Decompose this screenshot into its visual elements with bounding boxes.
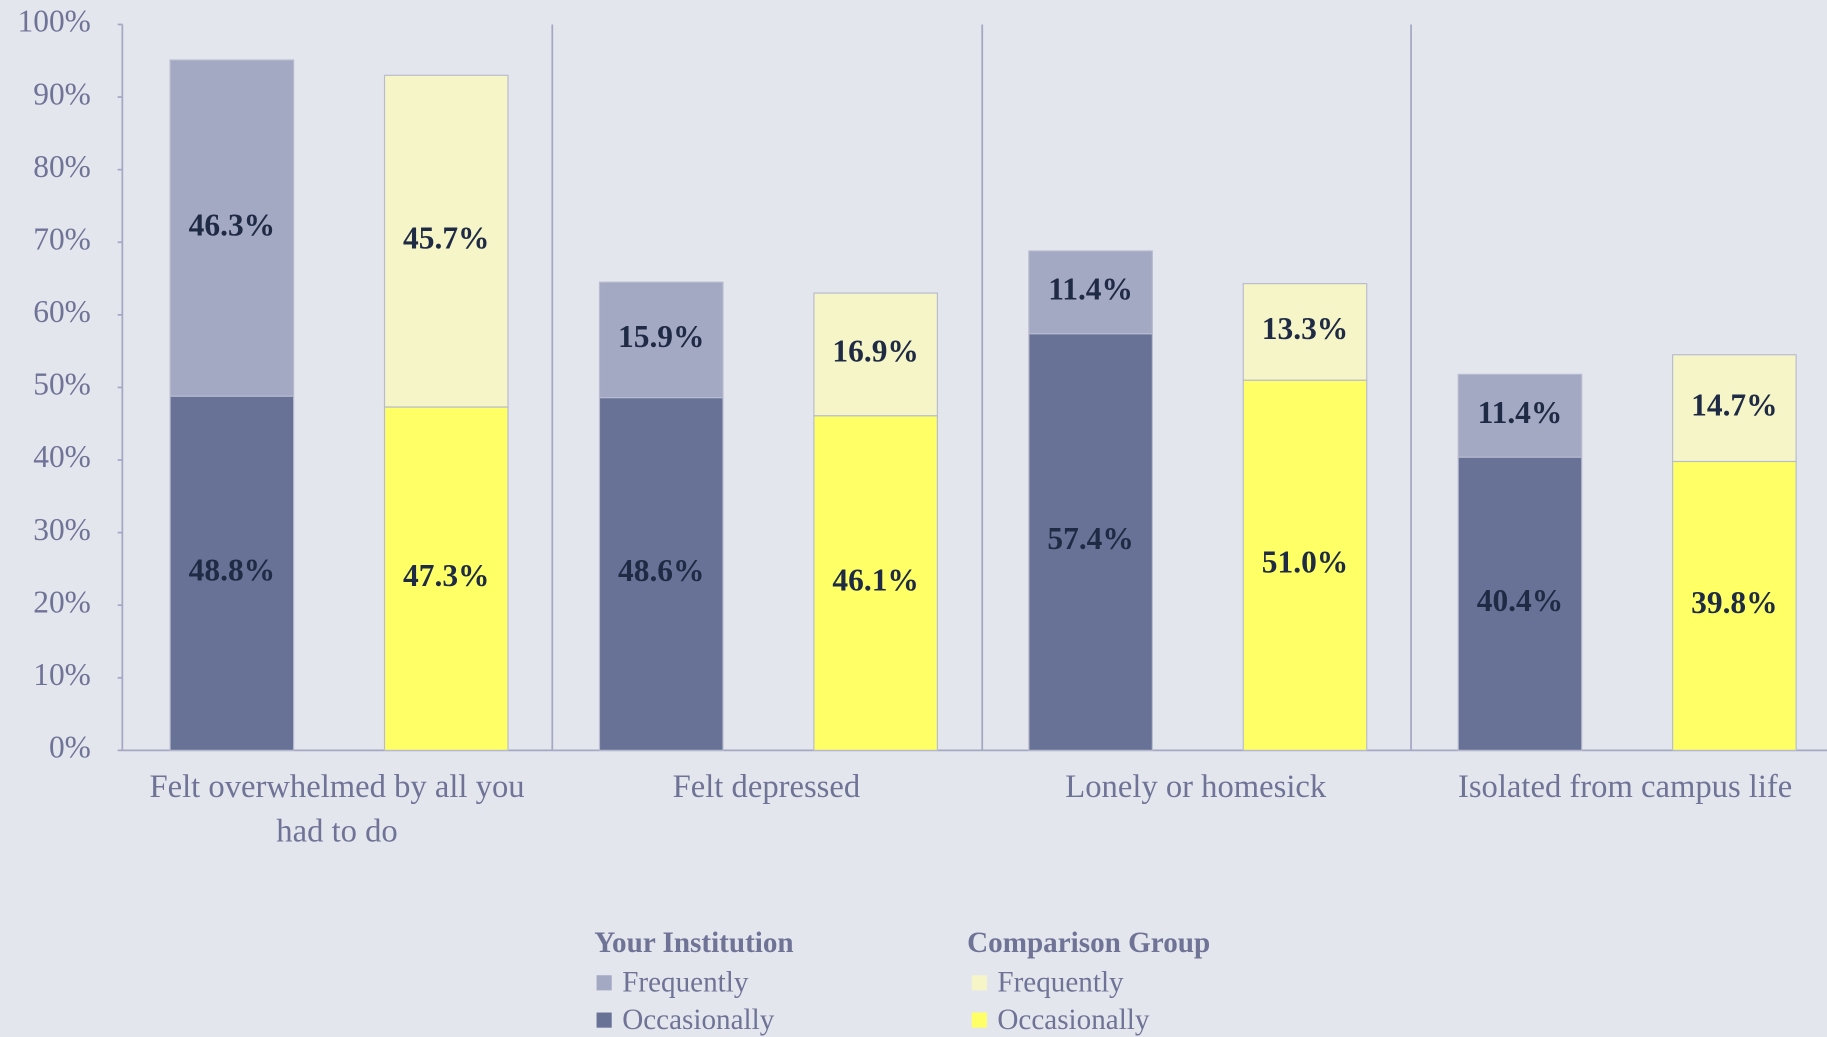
bar-segment xyxy=(598,396,724,751)
y-tick-label: 80% xyxy=(33,149,91,184)
legend-item: Frequently xyxy=(971,967,1124,1000)
data-label: 11.4% xyxy=(1048,272,1133,307)
data-label: 40.4% xyxy=(1477,583,1563,618)
data-label: 39.8% xyxy=(1691,585,1777,620)
y-tick-label: 40% xyxy=(33,439,91,474)
bar-segment xyxy=(1672,354,1797,463)
legend-label: Occasionally xyxy=(622,1004,775,1036)
bar-segment xyxy=(1457,456,1583,751)
legend-item: Occasionally xyxy=(596,1004,775,1037)
legend-swatch xyxy=(971,1012,987,1028)
legend-title: Comparison Group xyxy=(967,927,1211,959)
bar-segment xyxy=(1242,283,1368,381)
data-label: 45.7% xyxy=(403,220,489,255)
x-tick-label: Lonely or homesick xyxy=(1065,769,1327,806)
legend-item: Frequently xyxy=(596,967,749,1000)
data-label: 14.7% xyxy=(1691,387,1777,422)
data-label: 57.4% xyxy=(1047,521,1133,556)
data-label: 48.6% xyxy=(618,553,704,588)
legend-label: Occasionally xyxy=(997,1004,1150,1036)
bar-segment xyxy=(1457,373,1583,458)
bar-segment xyxy=(169,395,295,751)
legend-label: Frequently xyxy=(622,967,749,999)
data-label: 15.9% xyxy=(618,319,704,354)
data-label: 51.0% xyxy=(1262,544,1348,579)
y-tick-label: 0% xyxy=(49,730,91,765)
bar-segment xyxy=(169,59,295,397)
y-tick-label: 10% xyxy=(33,657,91,692)
legend-swatch xyxy=(596,975,612,991)
legend-item: Occasionally xyxy=(971,1004,1150,1037)
y-tick-label: 50% xyxy=(33,367,91,402)
bar-segment xyxy=(813,415,938,751)
x-tick-label: Isolated from campus life xyxy=(1457,769,1793,806)
bar-segment xyxy=(383,406,509,751)
bar-segment xyxy=(1028,333,1153,751)
legend-swatch xyxy=(596,1012,612,1028)
bar-segment xyxy=(1242,379,1368,751)
bar-segment xyxy=(1028,250,1153,335)
legend-swatch xyxy=(971,975,987,991)
y-tick-label: 60% xyxy=(33,294,91,329)
y-tick-label: 90% xyxy=(33,76,91,111)
y-tick-label: 20% xyxy=(33,584,91,619)
y-tick-label: 70% xyxy=(33,221,91,256)
data-label: 11.4% xyxy=(1478,395,1563,430)
bar-segment xyxy=(383,74,509,408)
bar-segment xyxy=(1672,460,1797,751)
legend-title: Your Institution xyxy=(594,927,794,959)
data-label: 46.1% xyxy=(832,562,918,597)
bar-segment xyxy=(598,281,724,399)
data-label: 13.3% xyxy=(1262,311,1348,346)
x-tick-label: Felt depressed xyxy=(672,769,861,806)
legend-label: Frequently xyxy=(997,967,1124,999)
data-label: 46.3% xyxy=(189,207,275,242)
y-tick-label: 100% xyxy=(18,4,91,39)
data-label: 48.8% xyxy=(189,552,275,587)
x-tick-label: Felt overwhelmed by all you had to do xyxy=(149,769,525,850)
data-label: 47.3% xyxy=(403,558,489,593)
y-tick-label: 30% xyxy=(33,512,91,547)
bar-segment xyxy=(813,292,938,417)
data-label: 16.9% xyxy=(832,334,918,369)
